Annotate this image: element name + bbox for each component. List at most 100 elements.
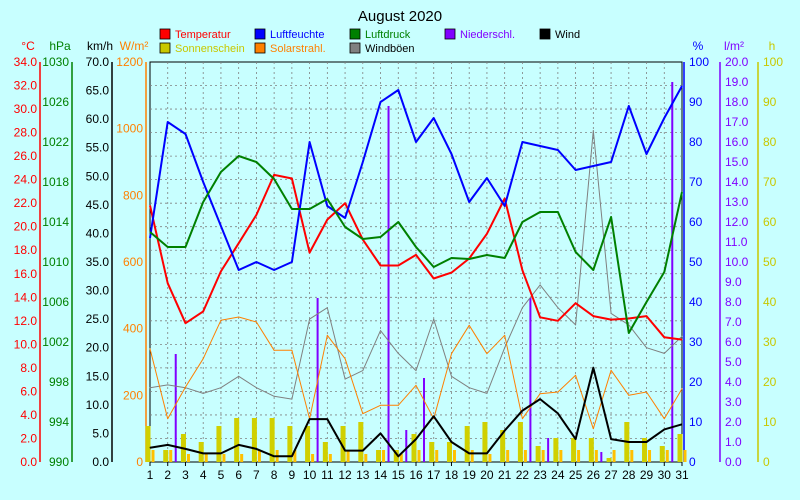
rain-tick-label: 0.0 <box>725 455 742 469</box>
point-windben <box>326 307 328 309</box>
x-tick-label: 30 <box>658 468 672 482</box>
point-luftfeuchte <box>486 177 488 179</box>
x-tick-label: 10 <box>303 468 317 482</box>
hum-tick-label: 90 <box>689 95 703 109</box>
point-luftfeuchte <box>149 237 151 239</box>
solar-tick-label: 1200 <box>116 55 143 69</box>
press-tick-label: 1014 <box>42 215 69 229</box>
point-luftfeuchte <box>450 153 452 155</box>
hum-tick-label: 40 <box>689 295 703 309</box>
bar-sonnenschein <box>606 458 612 462</box>
sun-tick-label: 70 <box>763 175 777 189</box>
point-luftdruck <box>309 208 311 210</box>
hum-tick-label: 50 <box>689 255 703 269</box>
wind-tick-label: 40.0 <box>86 226 110 240</box>
bar-solarstrahl <box>417 450 421 462</box>
point-temperatur <box>149 205 151 207</box>
point-wind <box>681 423 683 425</box>
point-luftfeuchte <box>255 261 257 263</box>
bar-solarstrahl <box>648 450 652 462</box>
bar-sonnenschein <box>376 450 382 462</box>
point-windben <box>663 352 665 354</box>
point-temperatur <box>415 254 417 256</box>
point-wind <box>433 415 435 417</box>
bar-sonnenschein <box>411 434 417 462</box>
legend-swatch <box>539 28 551 40</box>
x-tick-label: 26 <box>587 468 601 482</box>
point-wind <box>610 438 612 440</box>
point-windben <box>291 398 293 400</box>
point-solarstrahl <box>149 348 151 350</box>
solar-tick-label: 800 <box>123 188 143 202</box>
point-solarstrahl <box>468 324 470 326</box>
point-windben <box>592 130 594 132</box>
point-windben <box>575 324 577 326</box>
rain-tick-label: 9.0 <box>725 275 742 289</box>
solar-tick-label: 200 <box>123 388 143 402</box>
temp-tick-label: 28.0 <box>14 126 38 140</box>
bar-solarstrahl <box>257 450 261 462</box>
bar-solarstrahl <box>169 450 173 462</box>
temp-tick-label: 32.0 <box>14 79 38 93</box>
rain-tick-label: 18.0 <box>725 95 749 109</box>
rain-tick-label: 17.0 <box>725 115 749 129</box>
point-windben <box>486 392 488 394</box>
point-solarstrahl <box>610 369 612 371</box>
wind-tick-label: 30.0 <box>86 284 110 298</box>
press-tick-label: 998 <box>49 375 69 389</box>
bar-sonnenschein <box>482 422 488 462</box>
point-solarstrahl <box>291 349 293 351</box>
point-temperatur <box>309 252 311 254</box>
point-solarstrahl <box>681 388 683 390</box>
temp-tick-label: 2.0 <box>20 431 37 445</box>
point-solarstrahl <box>539 393 541 395</box>
point-temperatur <box>450 272 452 274</box>
temp-tick-label: 24.0 <box>14 173 38 187</box>
point-windben <box>273 395 275 397</box>
point-solarstrahl <box>486 353 488 355</box>
bar-sonnenschein <box>393 450 399 462</box>
temp-tick-label: 20.0 <box>14 220 38 234</box>
point-luftdruck <box>433 266 435 268</box>
bar-solarstrahl <box>346 450 350 462</box>
point-windben <box>220 387 222 389</box>
wind-tick-label: 25.0 <box>86 312 110 326</box>
point-windben <box>610 312 612 314</box>
point-luftdruck <box>344 226 346 228</box>
press-tick-label: 1026 <box>42 95 69 109</box>
point-luftfeuchte <box>610 161 612 163</box>
point-luftfeuchte <box>380 101 382 103</box>
point-temperatur <box>504 197 506 199</box>
point-solarstrahl <box>255 321 257 323</box>
point-temperatur <box>344 202 346 204</box>
point-wind <box>557 412 559 414</box>
point-temperatur <box>397 265 399 267</box>
rain-tick-label: 3.0 <box>725 395 742 409</box>
point-wind <box>504 430 506 432</box>
point-temperatur <box>486 233 488 235</box>
wind-tick-label: 0.0 <box>92 455 109 469</box>
point-wind <box>486 452 488 454</box>
point-temperatur <box>380 265 382 267</box>
rain-tick-label: 7.0 <box>725 315 742 329</box>
hum-tick-label: 60 <box>689 215 703 229</box>
x-tick-label: 19 <box>463 468 477 482</box>
point-luftdruck <box>450 257 452 259</box>
bar-solarstrahl <box>311 454 315 462</box>
bar-sonnenschein <box>517 422 523 462</box>
point-wind <box>397 455 399 457</box>
sun-tick-label: 50 <box>763 255 777 269</box>
point-luftfeuchte <box>362 161 364 163</box>
hum-tick-label: 10 <box>689 415 703 429</box>
point-temperatur <box>539 316 541 318</box>
temp-tick-label: 16.0 <box>14 267 38 281</box>
legend-swatch <box>254 42 266 54</box>
point-windben <box>238 375 240 377</box>
bar-solarstrahl <box>293 450 297 462</box>
bar-sonnenschein <box>429 442 435 462</box>
rain-tick-label: 4.0 <box>725 375 742 389</box>
point-windben <box>539 284 541 286</box>
x-tick-label: 4 <box>200 468 207 482</box>
point-luftdruck <box>539 211 541 213</box>
